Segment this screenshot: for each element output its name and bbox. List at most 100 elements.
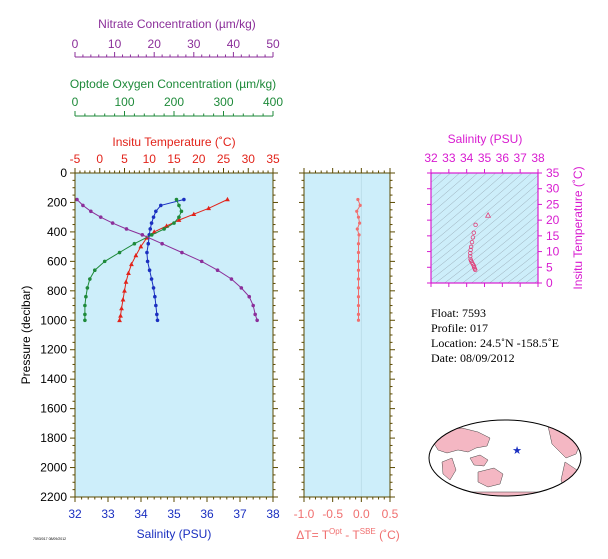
pressure-tick-label: 800	[47, 284, 67, 298]
density-isoline	[462, 221, 538, 283]
africa-east-edge	[441, 457, 457, 481]
inset-temperature-tick-label: 25	[546, 197, 560, 211]
pressure-tick-label: 1400	[40, 372, 67, 386]
ts-point	[473, 267, 478, 272]
nitrate-point	[98, 215, 103, 219]
salinity-point	[147, 268, 152, 273]
oxygen-point	[83, 312, 87, 317]
density-isoline	[431, 173, 506, 237]
oxygen-point	[162, 227, 166, 231]
ts-point	[484, 211, 492, 218]
float-info: Float: 7593 Profile: 017 Location: 24.5˚…	[431, 306, 559, 365]
salinity-point	[182, 197, 186, 202]
nitrate-point	[89, 209, 93, 214]
density-isoline	[431, 190, 538, 280]
salinity-tick-label: 33	[101, 507, 115, 521]
oxygen-point	[83, 303, 87, 308]
inset-salinity-tick-label: 38	[531, 151, 545, 165]
pressure-tick-label: 1600	[40, 402, 67, 416]
footer-code: 7593/017 08/09/2012	[33, 537, 66, 541]
location: Location: 24.5˚N -158.5˚E	[431, 336, 559, 350]
density-isoline	[431, 173, 533, 259]
delta-t-axis-label: ΔT= TOpt - TSBE (˚C)	[296, 527, 400, 542]
oxygen-tick-label: 400	[263, 95, 283, 109]
delta-t-tick-label: 0.5	[382, 507, 399, 521]
salinity-tick-label: 36	[200, 507, 214, 521]
ts-point	[473, 222, 478, 228]
temperature-point	[120, 297, 126, 302]
salinity-tick-label: 32	[68, 507, 82, 521]
nitrate-point	[180, 250, 184, 255]
maritime-asia-islands	[469, 454, 489, 467]
nitrate-point	[255, 318, 259, 323]
delta-t-point	[356, 286, 361, 290]
float-id: Float: 7593	[431, 306, 486, 320]
pressure-tick-label: 1000	[40, 313, 67, 327]
density-isoline	[431, 173, 470, 207]
salinity-point	[155, 312, 159, 317]
ts-point	[469, 239, 475, 245]
nitrate-point	[247, 294, 252, 299]
temperature-point	[133, 252, 139, 258]
nitrate-axis: Nitrate Concentration (µm/kg) 0 10 20 30 40 5…	[72, 17, 280, 58]
delta-t-point	[358, 203, 362, 207]
nitrate-tick-label: 10	[108, 37, 122, 51]
inset-temperature-tick-label: 35	[546, 166, 560, 180]
salinity-point	[159, 203, 163, 208]
profile-number: Profile: 017	[431, 321, 488, 335]
temperature-point	[123, 279, 129, 284]
oxygen-point	[85, 286, 90, 290]
temperature-axis-label: Insitu Temperature (˚C)	[112, 135, 235, 149]
nitrate-point	[251, 303, 255, 308]
temperature-tick-label: 10	[143, 152, 157, 166]
density-isoline	[431, 173, 479, 214]
delta-t-point	[355, 227, 359, 231]
salinity-point	[153, 294, 157, 299]
pressure-tick-label: 1200	[40, 343, 67, 357]
nitrate-point	[75, 197, 79, 202]
inset-salinity-label: Salinity (PSU)	[448, 132, 523, 146]
oxygen-axis-label: Optode Oxygen Concentration (µm/kg)	[70, 77, 276, 91]
nitrate-point	[215, 268, 220, 273]
temperature-point	[191, 211, 197, 217]
density-isoline	[435, 198, 538, 283]
delta-t-plot-background	[304, 173, 390, 497]
density-isoline	[431, 173, 461, 199]
inset-salinity-tick-label: 37	[513, 151, 527, 165]
oxygen-point	[88, 277, 92, 281]
profile-plot-background	[75, 173, 273, 497]
salinity-point	[154, 303, 158, 308]
temperature-tick-label: 25	[217, 152, 231, 166]
nitrate-point	[229, 277, 234, 281]
density-isoline	[471, 229, 538, 283]
salinity-point	[151, 215, 156, 219]
date: Date: 08/09/2012	[431, 351, 515, 365]
temperature-tick-label: 35	[266, 152, 280, 166]
salinity-point	[154, 209, 158, 214]
temperature-tick-label: 5	[121, 152, 128, 166]
float-location-marker: ★	[512, 445, 522, 457]
temperature-tick-label: 20	[192, 152, 206, 166]
salinity-point	[155, 318, 160, 323]
density-isoline	[431, 173, 488, 222]
delta-t-point	[356, 303, 361, 308]
salinity-point	[148, 227, 153, 231]
map-border	[428, 419, 582, 497]
inset-temperature-tick-label: 20	[546, 213, 560, 227]
density-isoline	[453, 214, 538, 283]
salinity-tick-label: 37	[233, 507, 247, 521]
oxygen-point	[132, 241, 137, 246]
density-isoline	[431, 173, 515, 245]
nitrate-point	[124, 227, 129, 231]
oxygen-point	[149, 233, 154, 237]
temperature-point	[225, 196, 230, 202]
density-isoline	[534, 280, 538, 283]
oxygen-point	[117, 250, 122, 255]
delta-t-point	[358, 221, 362, 225]
inset-salinity-tick-label: 32	[424, 151, 438, 165]
oxygen-point	[172, 221, 176, 225]
nitrate-point	[239, 286, 244, 290]
density-isoline	[431, 173, 452, 191]
